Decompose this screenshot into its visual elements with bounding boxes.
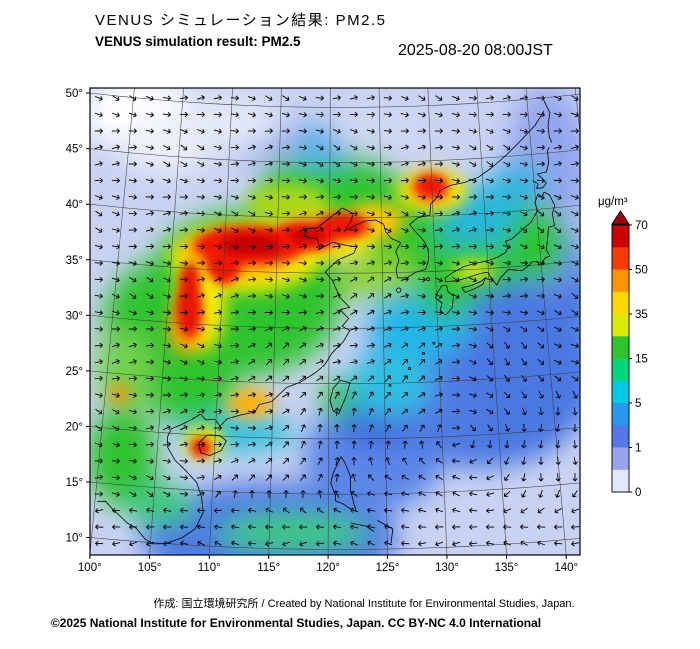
colorbar: 70 50 35 15 5 1 0 μg/m³ xyxy=(598,196,648,499)
map-frame xyxy=(89,87,581,556)
valid-time-label: 2025-08-20 08:00JST xyxy=(398,42,553,59)
map-plot: 50° 45° 40° 35° 30° 25° 20° 15° 10° 100° 105° 110° 1… xyxy=(66,87,581,574)
lat-tick-label: 20° xyxy=(66,421,83,433)
graticule-layer xyxy=(90,88,580,555)
lon-tick-label: 130° xyxy=(435,562,459,574)
colorbar-unit-label: μg/m³ xyxy=(598,196,628,208)
credit-text: 作成: 国立環境研究所 / Created by National Instit… xyxy=(153,598,575,610)
lon-tick-label: 120° xyxy=(316,562,340,574)
lon-tick-label: 140° xyxy=(554,562,578,574)
lon-tick-label: 135° xyxy=(495,562,519,574)
lon-tick-label: 110° xyxy=(198,562,221,574)
axis-labels: 50° 45° 40° 35° 30° 25° 20° 15° 10° 100° 105° 110° 1… xyxy=(66,88,579,574)
colorbar-over-cap xyxy=(611,210,630,225)
wind-vector-layer xyxy=(94,95,580,547)
lon-tick-label: 100° xyxy=(78,562,102,574)
page-title-ja: VENUS シミュレーション結果: PM2.5 xyxy=(95,12,387,29)
pm25-map-canvas: 50° 45° 40° 35° 30° 25° 20° 15° 10° 100° 105° 110° 1… xyxy=(66,87,648,574)
lon-tick-label: 125° xyxy=(376,562,400,574)
colorbar-tick-label: 15 xyxy=(635,354,648,366)
lat-tick-label: 35° xyxy=(66,255,83,267)
lat-tick-label: 30° xyxy=(66,310,83,322)
lat-tick-label: 25° xyxy=(66,366,83,378)
lat-tick-label: 15° xyxy=(66,477,83,489)
colorbar-tick-label: 70 xyxy=(635,220,648,232)
lat-tick-label: 50° xyxy=(66,88,83,100)
lon-tick-label: 115° xyxy=(257,562,280,574)
lat-tick-label: 40° xyxy=(66,199,83,211)
lat-tick-label: 45° xyxy=(66,144,83,156)
colorbar-tick-label: 1 xyxy=(635,443,641,455)
pm25-field-layer xyxy=(90,88,580,555)
colorbar-tick-label: 5 xyxy=(635,398,641,410)
lon-tick-label: 105° xyxy=(138,562,162,574)
coastline-layer xyxy=(97,99,556,545)
colorbar-tick-label: 0 xyxy=(635,487,641,499)
page-title-en: VENUS simulation result: PM2.5 xyxy=(95,34,301,49)
lat-tick-label: 10° xyxy=(66,532,83,544)
colorbar-tick-label: 50 xyxy=(635,265,648,277)
colorbar-tick-label: 35 xyxy=(635,309,648,321)
license-text: ©2025 National Institute for Environment… xyxy=(50,616,542,630)
